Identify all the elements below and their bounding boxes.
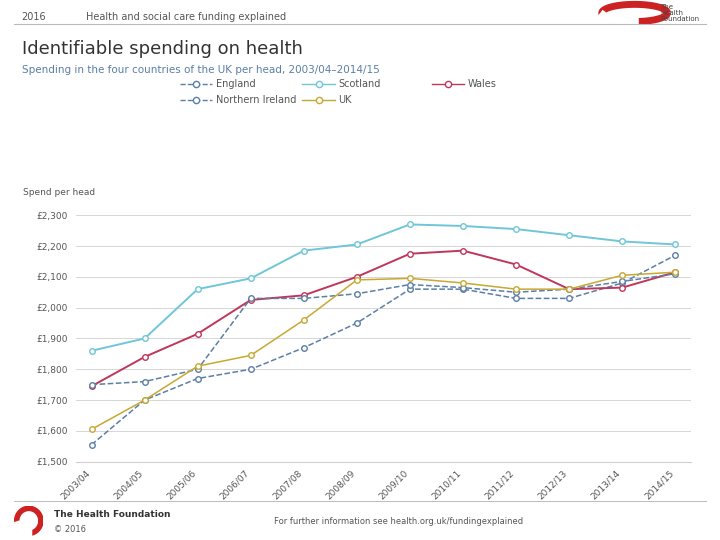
Text: The: The [660,4,673,10]
Text: The Health Foundation: The Health Foundation [54,510,171,518]
Text: © 2016: © 2016 [54,525,86,534]
Text: Spend per head: Spend per head [23,188,95,197]
Text: Health and social care funding explained: Health and social care funding explained [86,12,287,22]
Text: For further information see health.org.uk/fundingexplained: For further information see health.org.u… [274,517,523,525]
Text: Northern Ireland: Northern Ireland [216,95,297,105]
Text: Foundation: Foundation [660,16,700,22]
Text: Identifiable spending on health: Identifiable spending on health [22,40,302,58]
Text: Spending in the four countries of the UK per head, 2003/04–2014/15: Spending in the four countries of the UK… [22,65,379,75]
Text: 2016: 2016 [22,12,46,22]
Text: Wales: Wales [468,79,497,89]
Text: England: England [216,79,256,89]
Text: UK: UK [338,95,352,105]
Text: Health: Health [660,10,683,16]
Text: Scotland: Scotland [338,79,381,89]
